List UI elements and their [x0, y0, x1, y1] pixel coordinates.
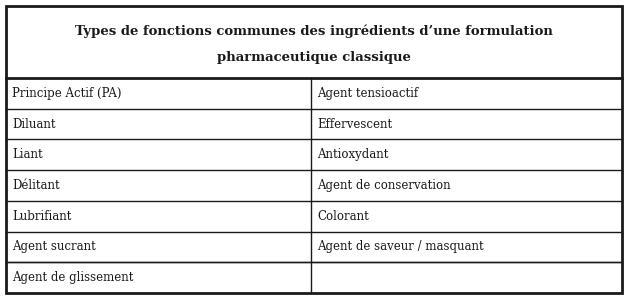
- Text: Colorant: Colorant: [317, 210, 369, 223]
- Text: Agent sucrant: Agent sucrant: [12, 240, 95, 254]
- Text: Effervescent: Effervescent: [317, 118, 392, 131]
- Text: Liant: Liant: [12, 148, 43, 161]
- Text: Délitant: Délitant: [12, 179, 60, 192]
- Text: pharmaceutique classique: pharmaceutique classique: [217, 51, 411, 64]
- Text: Antioxydant: Antioxydant: [317, 148, 388, 161]
- Text: Principe Actif (PA): Principe Actif (PA): [12, 87, 121, 100]
- Text: Agent tensioactif: Agent tensioactif: [317, 87, 418, 100]
- Text: Agent de saveur / masquant: Agent de saveur / masquant: [317, 240, 484, 254]
- Text: Agent de conservation: Agent de conservation: [317, 179, 450, 192]
- Text: Types de fonctions communes des ingrédients d’une formulation: Types de fonctions communes des ingrédie…: [75, 25, 553, 38]
- Text: Diluant: Diluant: [12, 118, 55, 131]
- Text: Agent de glissement: Agent de glissement: [12, 271, 133, 284]
- Text: Lubrifiant: Lubrifiant: [12, 210, 72, 223]
